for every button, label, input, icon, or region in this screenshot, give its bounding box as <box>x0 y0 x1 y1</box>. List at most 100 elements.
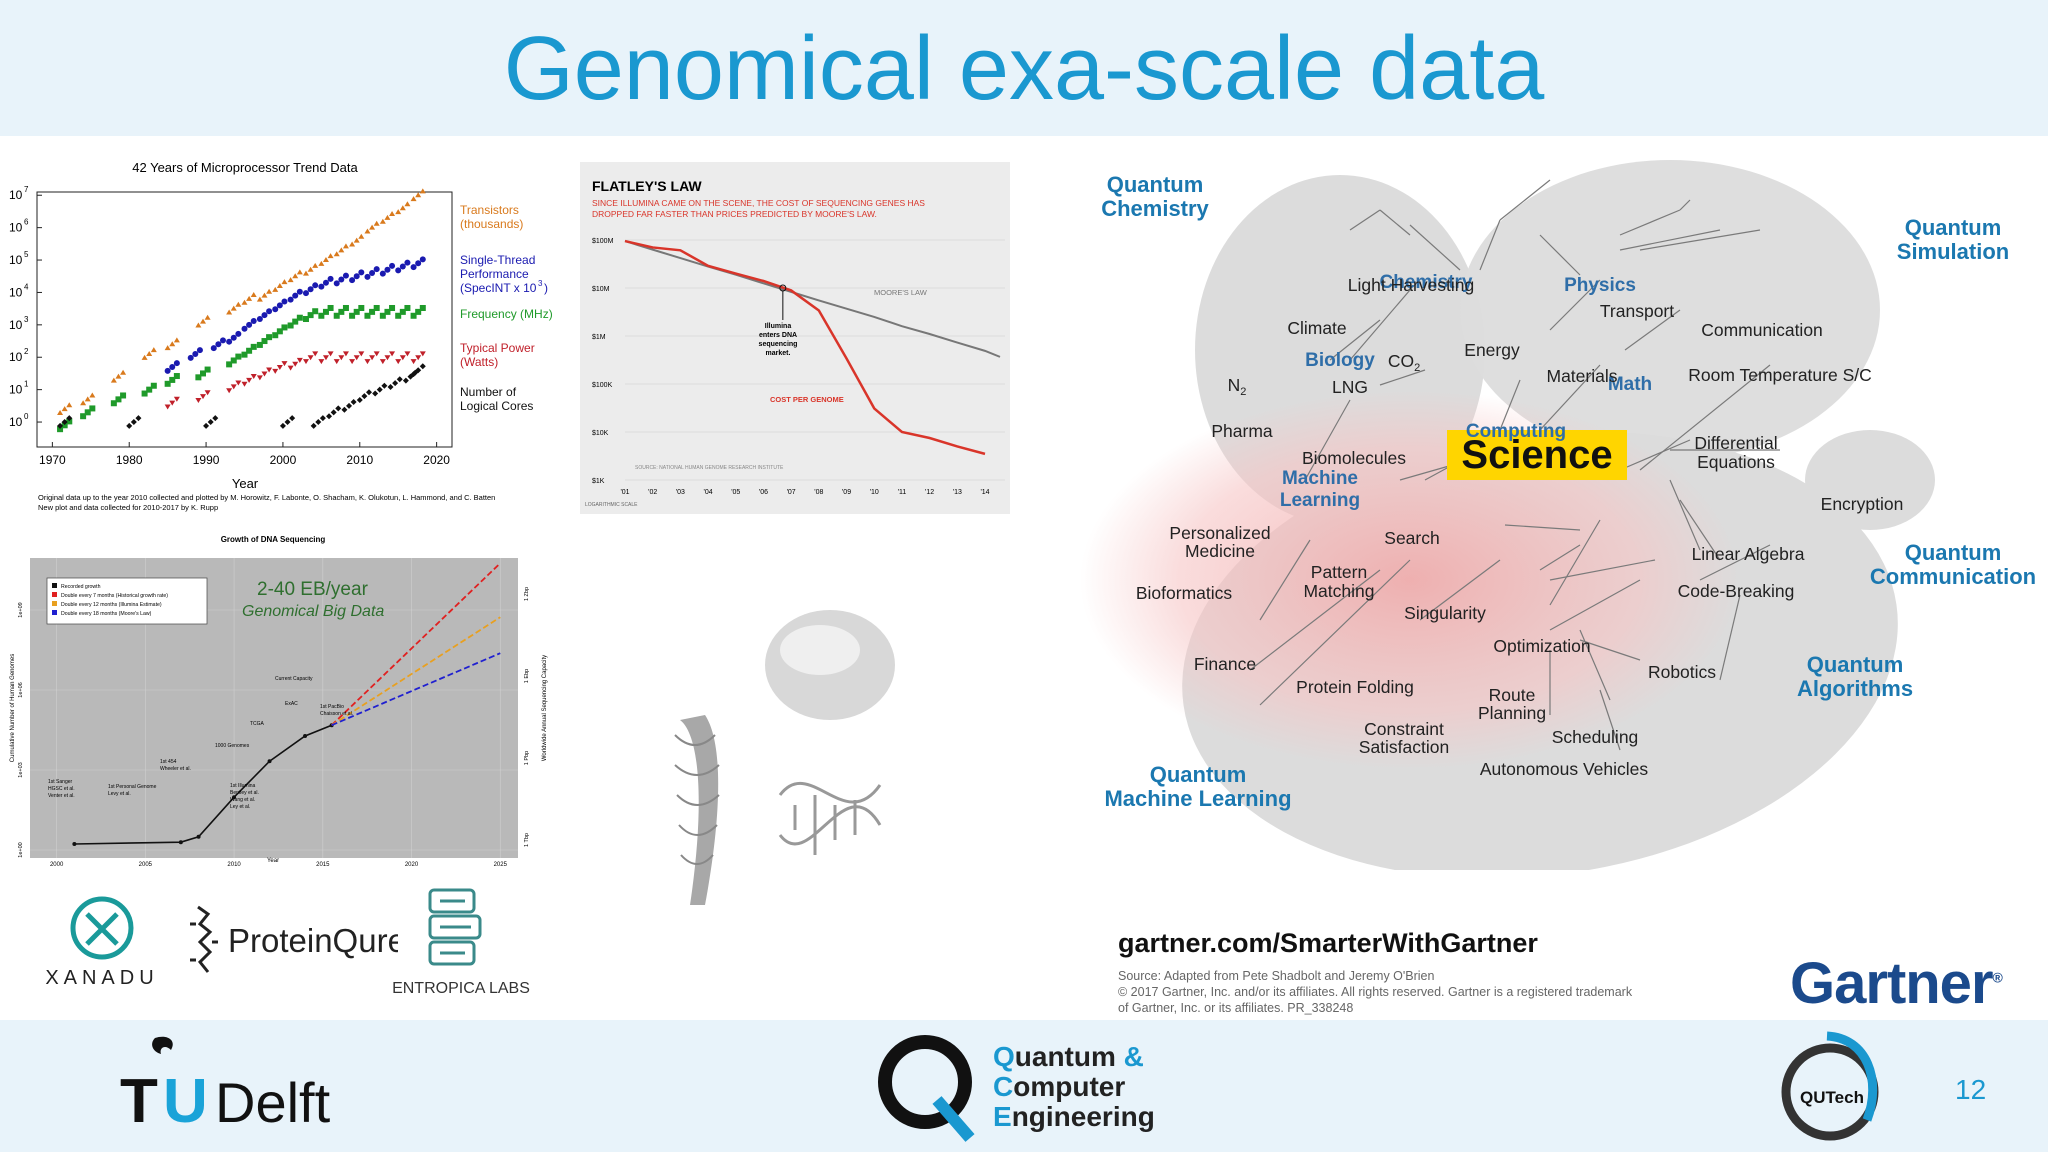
micro-point-cores <box>402 377 409 384</box>
micro-point-power <box>395 359 402 365</box>
micro-x-tick-label: 2020 <box>423 453 450 467</box>
micro-point-power <box>246 377 253 383</box>
term-label: Scheduling <box>1552 727 1639 747</box>
micro-point-performance <box>276 302 283 309</box>
proteinqure-wordmark: ProteinQure <box>228 922 398 959</box>
micro-legend-line: Single-Thread <box>460 253 535 267</box>
dna-y-right-tick-label: 1 Zbp <box>524 587 530 601</box>
dna-chart-title: Growth of DNA Sequencing <box>221 535 326 544</box>
term-label: Encryption <box>1821 494 1904 514</box>
dna-milestone-label: Ley et al. <box>230 804 250 810</box>
micro-point-cores <box>207 419 214 426</box>
micro-point-frequency <box>281 324 288 331</box>
term-label: Singularity <box>1404 603 1486 623</box>
map-connector <box>1579 639 1641 661</box>
micro-point-cores <box>396 376 403 383</box>
micro-y-tick-exp: 0 <box>24 412 29 421</box>
map-connector <box>1549 579 1641 631</box>
micro-note-1: Original data up to the year 2010 collec… <box>38 493 495 502</box>
micro-point-performance <box>369 270 376 276</box>
region-label: Quantum <box>1905 540 2002 565</box>
tudelft-logo: T U Delft <box>120 1036 331 1130</box>
micro-point-performance <box>322 279 329 286</box>
term-label: Transport <box>1600 301 1674 321</box>
micro-point-performance <box>196 347 203 354</box>
micro-point-frequency <box>338 308 345 315</box>
micro-legend-close: ) <box>544 281 548 295</box>
micro-y-tick-label: 10 <box>9 285 23 299</box>
micro-point-power <box>410 359 417 365</box>
dna-legend-swatch <box>52 601 57 606</box>
micro-point-power <box>419 351 426 357</box>
micro-x-tick-label: 1980 <box>116 453 143 467</box>
dna-recorded-point <box>178 840 183 845</box>
micro-point-power <box>349 359 356 365</box>
dna-x-tick-label: 2020 <box>405 862 419 868</box>
region-label: Quantum <box>1150 762 1247 787</box>
micro-point-power <box>404 351 411 357</box>
illustration-helix-icon <box>778 781 882 855</box>
micro-point-frequency <box>256 341 263 348</box>
micro-point-transistors <box>250 292 257 298</box>
micro-point-frequency <box>250 343 257 350</box>
micro-point-power <box>389 351 396 357</box>
micro-point-transistors <box>404 201 411 207</box>
dna-y-tick-label: 1e+06 <box>18 682 24 697</box>
micro-xlabel: Year <box>232 476 259 491</box>
micro-point-performance <box>215 341 222 348</box>
dna-illustration <box>674 610 895 905</box>
micro-y-tick-label: 10 <box>9 318 23 332</box>
flatley-x-label: '11 <box>898 489 907 496</box>
micro-point-transistors <box>230 305 237 311</box>
micro-point-performance <box>292 292 299 299</box>
micro-y-tick-exp: 6 <box>24 218 29 227</box>
micro-point-performance <box>312 282 319 289</box>
micro-point-performance <box>235 330 242 337</box>
flatley-y-label: $100M <box>592 238 614 245</box>
micro-point-transistors <box>66 402 73 408</box>
map-connector <box>1539 364 1601 431</box>
region-label: Chemistry <box>1101 196 1209 221</box>
dna-x-tick-label: 2015 <box>316 862 330 868</box>
gartner-url[interactable]: gartner.com/SmarterWithGartner <box>1118 928 1538 958</box>
micro-point-power <box>266 367 273 373</box>
science-glow <box>1080 390 1740 770</box>
dna-milestone-label: Current Capacity <box>275 676 313 682</box>
dna-y-tick-label: 1e+03 <box>18 762 24 777</box>
micro-point-cores <box>419 363 426 370</box>
micro-point-power <box>379 359 386 365</box>
qce-line-1: Quantum & <box>993 1041 1144 1072</box>
map-connector <box>1349 209 1381 231</box>
source-line: © 2017 Gartner, Inc. and/or its affiliat… <box>1118 985 1633 999</box>
flatley-annotation-line: enters DNA <box>759 332 797 339</box>
micro-point-power <box>250 374 257 380</box>
dna-milestone-label: 1st PacBio <box>320 704 344 710</box>
dna-milestone-label: HGSC et al. <box>48 786 75 792</box>
micro-point-cores <box>341 406 348 413</box>
flatley-title: FLATLEY'S LAW <box>592 178 702 194</box>
micro-point-power <box>353 355 360 361</box>
dna-legend-swatch <box>52 592 57 597</box>
term-label: Search <box>1384 528 1439 548</box>
micro-point-frequency <box>266 334 273 341</box>
map-connector <box>1549 519 1601 606</box>
gartner-registered-mark: ® <box>1992 969 2003 986</box>
flatley-annotation-line: Illumina <box>765 323 792 330</box>
term-label: Differential <box>1694 433 1777 453</box>
proteinqure-logo: ProteinQure <box>190 905 398 973</box>
micro-point-performance <box>287 296 294 303</box>
micro-point-transistors <box>389 211 396 217</box>
micro-point-performance <box>358 269 365 276</box>
micro-point-frequency <box>226 361 233 368</box>
micro-y-tick-label: 10 <box>9 188 23 202</box>
dna-legend-label: Double every 7 months (Historical growth… <box>61 593 168 599</box>
flatley-y-label: $100K <box>592 382 613 389</box>
micro-point-transistors <box>266 288 273 294</box>
micro-legend-line: (Watts) <box>460 355 498 369</box>
term-subscript: 2 <box>1414 362 1420 374</box>
micro-point-frequency <box>66 418 73 425</box>
micro-point-performance <box>219 337 226 344</box>
micro-point-frequency <box>164 380 171 387</box>
hub-label: Learning <box>1280 490 1360 511</box>
micro-point-frequency <box>322 308 329 315</box>
